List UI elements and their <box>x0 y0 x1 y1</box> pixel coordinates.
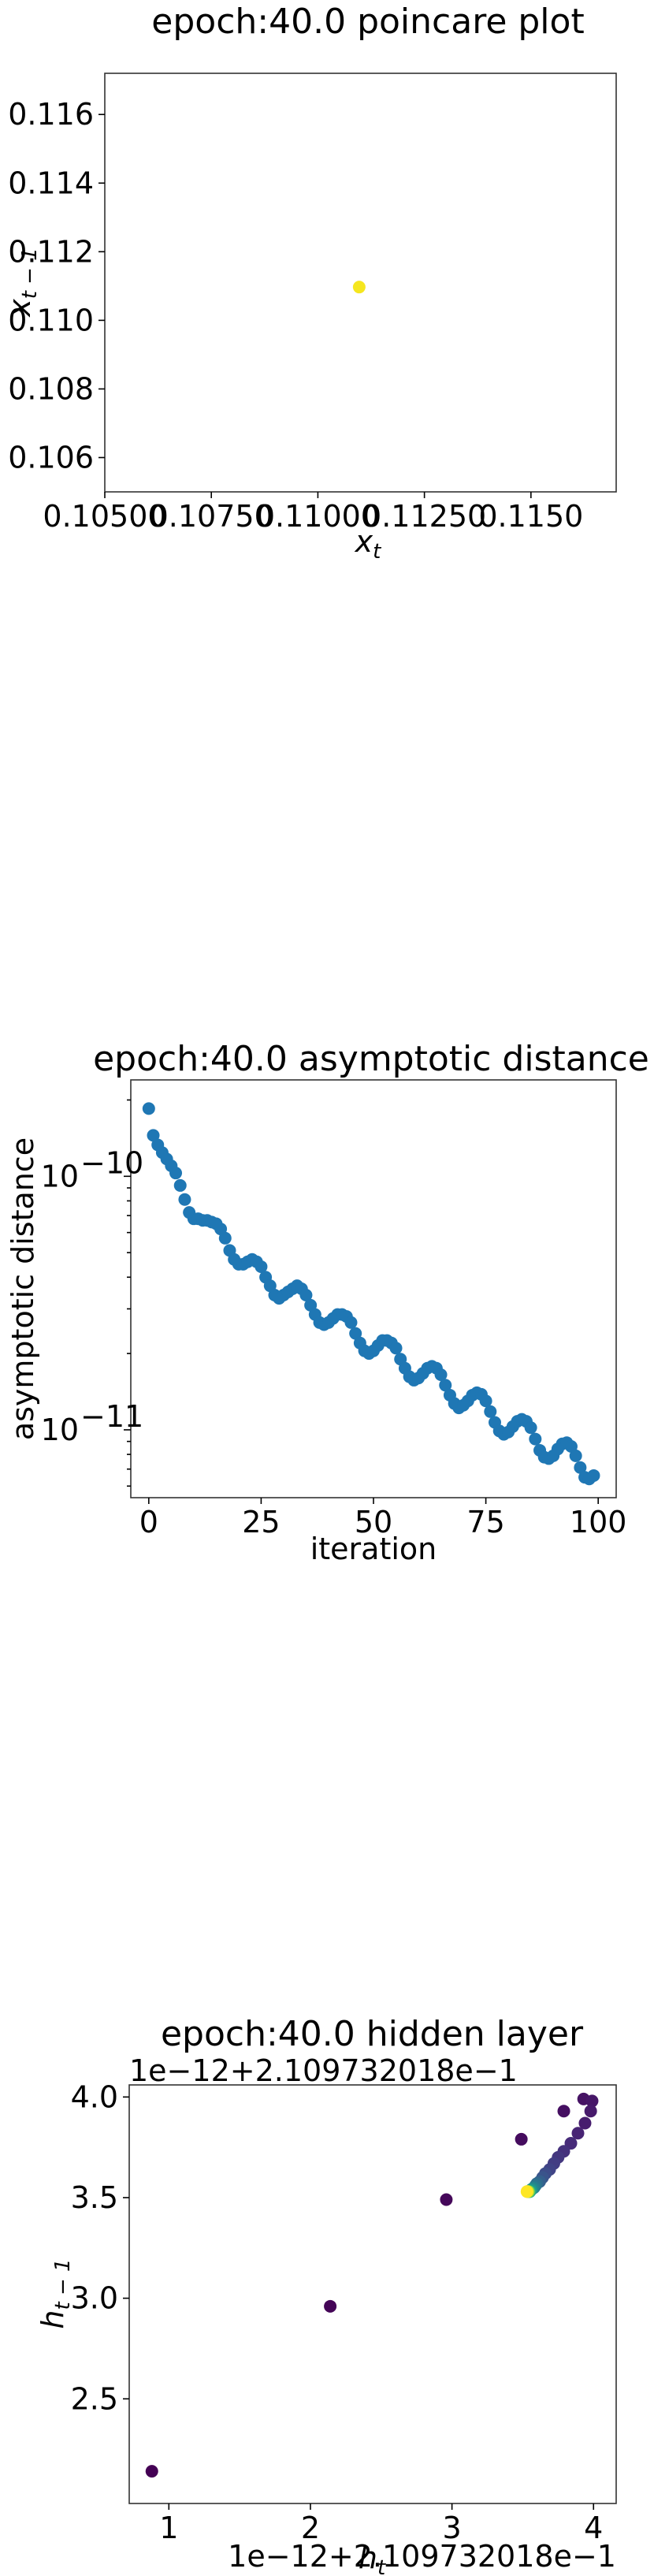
data-point <box>255 1260 268 1273</box>
data-points <box>352 281 366 294</box>
x-axis-ticks: 0 25 50 75 100 <box>139 1498 627 1539</box>
data-point <box>434 1368 448 1381</box>
data-point <box>587 1469 600 1482</box>
x-axis-offset-text: 1e−12+2.109732018e−1 <box>228 2539 616 2574</box>
data-point <box>584 2105 597 2118</box>
y-tick-exponent: −10 <box>80 1145 143 1180</box>
data-point <box>515 2132 528 2146</box>
data-point <box>344 1316 358 1329</box>
x-tick-label: 0.1150 <box>478 499 583 534</box>
y-tick-label: 3.5 <box>71 2180 118 2215</box>
x-tick-label: 0.11250 <box>362 499 486 534</box>
data-point <box>520 2185 533 2198</box>
x-tick-label: 2 <box>301 2511 320 2545</box>
y-axis-label: xt − 1 <box>2 248 42 318</box>
y-tick-label: 0.106 <box>8 440 94 475</box>
data-point <box>557 2105 570 2118</box>
x-axis-ticks: 1 2 3 4 <box>159 2503 603 2545</box>
data-point <box>440 2193 453 2206</box>
y-tick-label: 0.116 <box>8 97 94 132</box>
x-tick-label: 1 <box>159 2511 178 2545</box>
x-axis-label-subscript: t <box>373 540 381 564</box>
y-axis-offset-text: 1e−12+2.109732018e−1 <box>129 2053 518 2088</box>
x-axis-label-base: x <box>355 524 373 559</box>
y-axis-label: ht − 1 <box>35 2258 75 2328</box>
data-point <box>352 281 366 294</box>
x-tick-label: 0.10500 <box>43 499 166 534</box>
data-point <box>564 1439 578 1453</box>
x-tick-label: 50 <box>355 1505 392 1539</box>
hidden-layer-plot: epoch:40.0 hidden layer 1e−12+2.10973201… <box>35 2014 617 2576</box>
data-point <box>439 1379 452 1392</box>
y-tick-label: 0.108 <box>8 371 94 406</box>
y-axis-label-base: x <box>2 299 37 318</box>
y-tick-label: 0.114 <box>8 166 94 200</box>
x-axis-label: ht <box>359 2541 386 2576</box>
x-tick-label: 0.11000 <box>256 499 380 534</box>
data-point <box>484 1405 497 1418</box>
data-point <box>218 1231 232 1245</box>
data-point <box>147 1129 160 1142</box>
data-point <box>145 2465 158 2478</box>
y-tick-label: 3.0 <box>71 2281 118 2316</box>
y-axis-label-subscript: t − 1 <box>51 2258 75 2310</box>
y-tick-exponent: −11 <box>80 1399 143 1434</box>
data-point <box>585 2094 599 2108</box>
plot-area <box>104 73 617 493</box>
plot-area <box>128 2084 617 2504</box>
y-axis-label-subscript: t − 1 <box>18 248 42 299</box>
poincare-plot: epoch:40.0 poincare plot 0.105000.107500… <box>2 2 617 564</box>
y-tick-label: 2.5 <box>71 2381 118 2416</box>
x-tick-label: 0 <box>139 1505 158 1539</box>
asymptotic-distance-plot: epoch:40.0 asymptotic distance 0 25 50 75 10… <box>6 1039 649 1566</box>
y-tick-label: 4.0 <box>71 2079 118 2114</box>
x-axis-label-base: h <box>359 2541 377 2575</box>
data-point <box>389 1342 403 1355</box>
data-point <box>173 1178 187 1192</box>
chart-title: epoch:40.0 poincare plot <box>151 2 584 42</box>
x-tick-label: 25 <box>242 1505 280 1539</box>
x-tick-label: 4 <box>584 2511 603 2545</box>
x-tick-label: 75 <box>466 1505 504 1539</box>
y-axis-label: asymptotic distance <box>6 1137 40 1440</box>
data-point <box>169 1167 183 1180</box>
plot-area <box>130 1079 617 1498</box>
y-tick-label: 0.112 <box>8 234 94 269</box>
y-axis-label-base: h <box>35 2310 70 2328</box>
data-point <box>142 1102 155 1115</box>
chart-title: epoch:40.0 asymptotic distance <box>93 1039 649 1079</box>
y-axis-ticks: 4.0 3.5 3.0 2.5 <box>71 2079 129 2416</box>
data-point <box>571 2127 585 2140</box>
data-point <box>299 1288 313 1301</box>
data-point <box>529 1432 542 1446</box>
y-tick-label: 10 <box>41 1413 79 1447</box>
x-tick-label: 100 <box>570 1505 627 1539</box>
data-point <box>524 1421 537 1435</box>
y-axis-ticks: 0.116 0.114 0.112 0.110 0.108 0.106 <box>8 97 105 475</box>
data-point <box>569 1449 582 1462</box>
data-point <box>578 2116 592 2130</box>
data-point <box>349 1327 362 1340</box>
x-tick-label: 0.10750 <box>150 499 273 534</box>
data-point <box>574 1461 587 1474</box>
data-points <box>145 2092 599 2478</box>
x-axis-label-subscript: t <box>377 2556 386 2576</box>
data-point <box>479 1394 492 1408</box>
data-point <box>324 2299 337 2313</box>
x-axis-label: iteration <box>310 1532 437 1566</box>
data-points <box>142 1102 600 1486</box>
x-tick-label: 3 <box>443 2511 462 2545</box>
y-tick-label: 0.110 <box>8 303 94 337</box>
chart-title: epoch:40.0 hidden layer <box>161 2014 584 2054</box>
data-point <box>178 1193 191 1206</box>
y-tick-label: 10 <box>41 1159 79 1193</box>
x-axis-label: xt <box>355 524 382 564</box>
